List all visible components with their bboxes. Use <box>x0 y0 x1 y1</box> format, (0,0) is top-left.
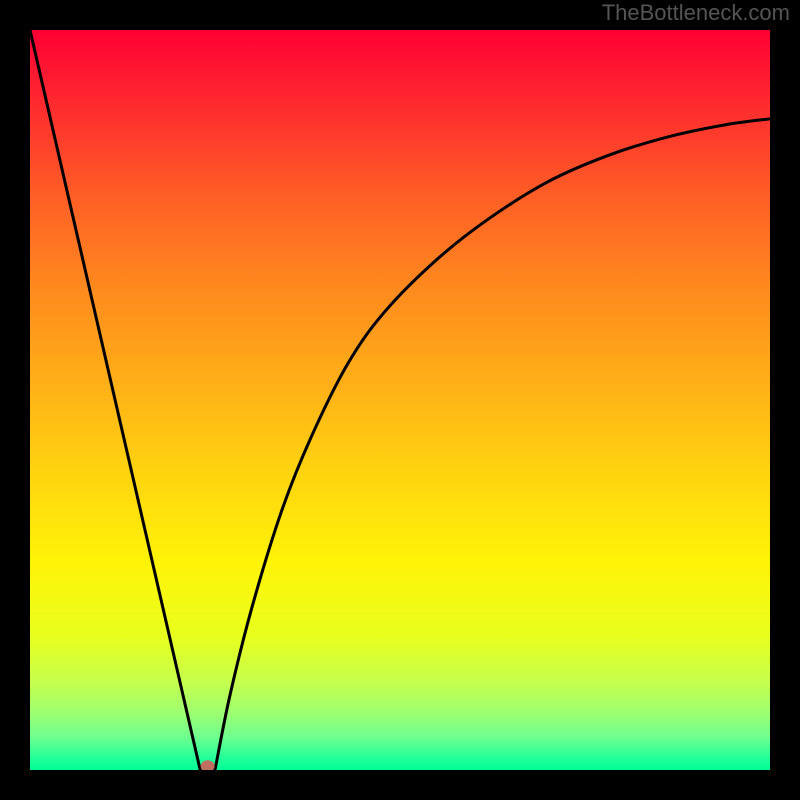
chart-gradient-background <box>30 30 770 770</box>
chart-svg <box>0 0 800 800</box>
watermark-text: TheBottleneck.com <box>602 0 790 26</box>
chart-container: TheBottleneck.com <box>0 0 800 800</box>
